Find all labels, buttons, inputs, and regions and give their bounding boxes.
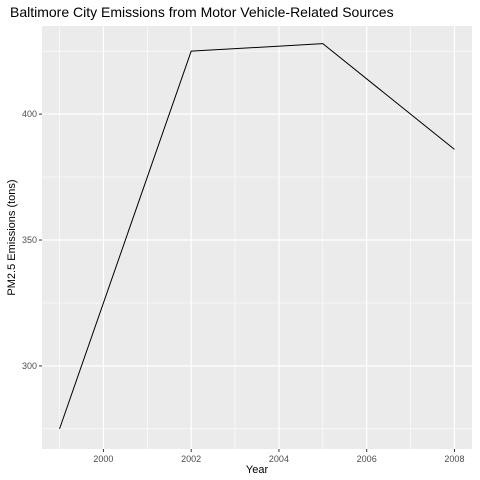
- plot-panel: [42, 26, 472, 449]
- series-layer: [59, 43, 455, 430]
- x-tick-label: 2000: [93, 454, 113, 464]
- series-line: [59, 43, 455, 430]
- x-tick-label: 2006: [357, 454, 377, 464]
- chart-title: Baltimore City Emissions from Motor Vehi…: [10, 4, 394, 20]
- x-tick-label: 2008: [444, 454, 464, 464]
- y-tick-label: 300: [22, 361, 37, 371]
- grid-lines: [42, 26, 472, 449]
- y-tick-label: 400: [22, 109, 37, 119]
- y-axis-label: PM2.5 Emissions (tons): [6, 179, 18, 295]
- x-axis-label: Year: [246, 464, 269, 476]
- x-tick-label: 2004: [269, 454, 289, 464]
- y-tick-label: 350: [22, 235, 37, 245]
- y-axis: 300 350 400: [22, 109, 42, 371]
- x-tick-label: 2002: [181, 454, 201, 464]
- x-axis: 2000 2002 2004 2006 2008: [93, 449, 464, 464]
